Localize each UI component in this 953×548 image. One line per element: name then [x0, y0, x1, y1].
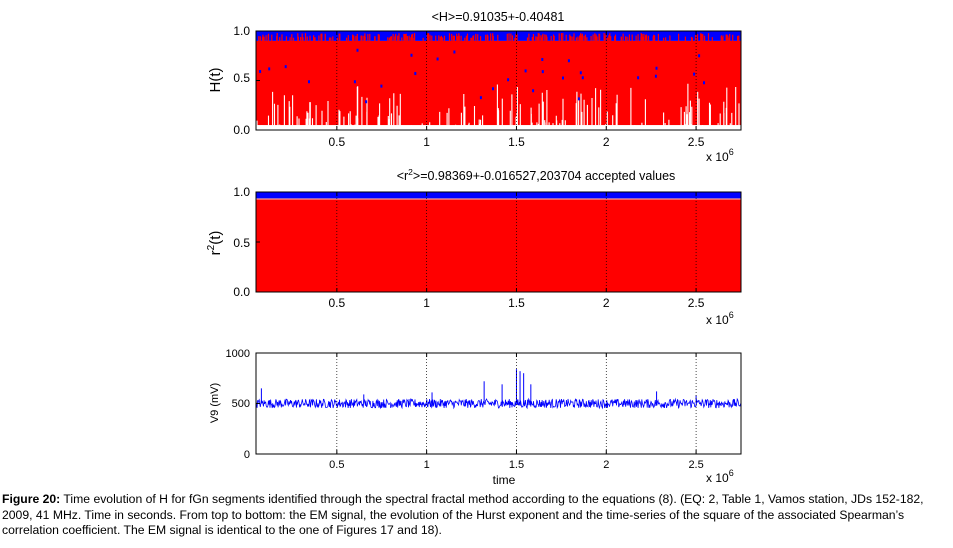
r2-title: <r2>=0.98369+-0.016527,203704 accepted v…: [397, 167, 676, 183]
em-xtick-label: 0.5: [329, 459, 344, 471]
figure-caption: Figure 20: Time evolution of H for fGn s…: [2, 492, 950, 539]
hurst-xtick-label: 2: [603, 135, 610, 149]
hurst-blue-series: [256, 31, 741, 41]
r2-ytick-05: 0.5: [233, 236, 250, 250]
em-x-ticks: 0.5 1 1.5 2 2.5: [256, 352, 704, 471]
em-xtick-label: 2: [603, 459, 609, 471]
hurst-ylabel: H(t): [207, 68, 224, 93]
em-ylabel: V9 (mV): [209, 383, 221, 423]
hurst-xtick-label: 2.5: [688, 135, 705, 149]
r2-blue-series: [256, 192, 741, 199]
hurst-plot-area: [256, 31, 741, 130]
r2-ytick-0: 0.0: [233, 285, 250, 299]
r2-xtick-label: 2: [603, 296, 610, 310]
hurst-low-gaps: [256, 83, 740, 130]
em-signal-line: [255, 397, 742, 410]
hurst-ytick-05: 0.5: [233, 71, 250, 85]
hurst-ytick-0: 0.0: [233, 123, 250, 137]
hurst-blue-points: [259, 48, 705, 104]
r2-xtick-label: 1: [423, 296, 430, 310]
r2-panel: <r2>=0.98369+-0.016527,203704 accepted v…: [206, 167, 742, 327]
r2-plot-area: [256, 192, 741, 292]
em-xlabel: time: [493, 473, 516, 487]
em-xtick-label: 2.5: [688, 459, 703, 471]
hurst-ytick-1: 1.0: [233, 24, 250, 38]
r2-xtick-label: 2.5: [688, 296, 705, 310]
em-ytick-1000: 1000: [226, 348, 250, 360]
em-xtick-label: 1: [424, 459, 430, 471]
hurst-xtick-label: 0.5: [328, 135, 345, 149]
r2-ylabel: r2(t): [206, 231, 224, 256]
hurst-x-ticks: 0.5 1 1.5 2 2.5: [256, 30, 705, 149]
r2-x-multiplier: x 106: [706, 310, 734, 327]
r2-xtick-label: 1.5: [508, 296, 525, 310]
hurst-panel: <H>=0.91035+-0.40481 0.5 1 1.5 2 2.5 1.0 0.5…: [207, 10, 742, 164]
em-signal-plot-area: [255, 369, 742, 410]
hurst-xtick-label: 1: [423, 135, 430, 149]
r2-xtick-label: 0.5: [328, 296, 345, 310]
em-ytick-500: 500: [232, 398, 250, 410]
figure: <H>=0.91035+-0.40481 0.5 1 1.5 2 2.5 1.0 0.5…: [206, 10, 742, 487]
r2-x-ticks: 0.5 1 1.5 2 2.5: [256, 191, 705, 310]
em-signal-panel: 0.5 1 1.5 2 2.5 1000 500 0 V9 (mV) time x 10…: [209, 348, 742, 487]
hurst-red-points: [258, 33, 740, 41]
em-x-multiplier: x 106: [706, 468, 734, 485]
em-ytick-0: 0: [244, 449, 250, 461]
r2-ytick-1: 1.0: [233, 185, 250, 199]
caption-label: Figure 20:: [2, 492, 61, 506]
hurst-title: <H>=0.91035+-0.40481: [432, 10, 565, 24]
em-xtick-label: 1.5: [509, 459, 524, 471]
hurst-xtick-label: 1.5: [508, 135, 525, 149]
caption-text: Time evolution of H for fGn segments ide…: [2, 492, 924, 537]
hurst-x-multiplier: x 106: [706, 147, 734, 164]
r2-red-series: [256, 199, 741, 292]
